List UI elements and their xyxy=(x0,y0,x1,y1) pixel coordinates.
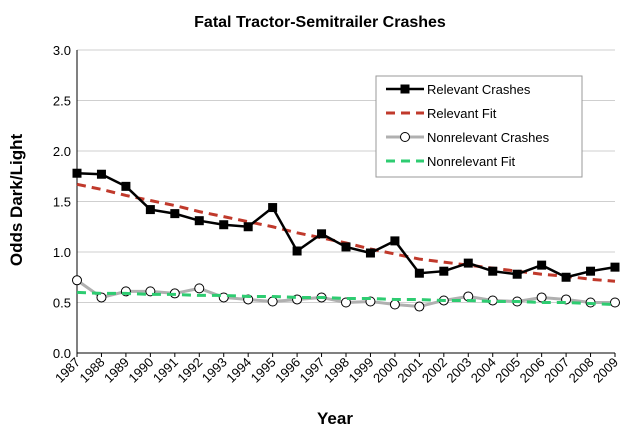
x-tick-label: 1994 xyxy=(223,355,254,386)
x-tick-label: 1997 xyxy=(297,355,328,386)
legend-label-relevant-fit: Relevant Fit xyxy=(427,106,497,121)
y-axis-title: Odds Dark/Light xyxy=(7,134,26,267)
relevant-crashes-line xyxy=(76,171,616,279)
legend: Relevant Crashes Relevant Fit Nonrelevant … xyxy=(375,75,583,178)
nonrelevant-crashes-point xyxy=(536,292,547,303)
x-tick-label: 1993 xyxy=(199,355,230,386)
x-tick-label: 2007 xyxy=(541,355,572,386)
x-axis-title: Year xyxy=(317,409,353,428)
relevant-crashes-point xyxy=(317,229,327,239)
relevant-crashes-point xyxy=(72,168,82,178)
relevant-crashes-point xyxy=(439,266,449,276)
x-tick-label: 2004 xyxy=(468,355,499,386)
y-tick-label: 0.0 xyxy=(53,346,71,361)
x-tick-label: 1995 xyxy=(248,355,279,386)
x-tick-label: 1998 xyxy=(321,355,352,386)
relevant-crashes-point xyxy=(145,205,155,215)
relevant-crashes-point xyxy=(537,260,547,270)
relevant-crashes-point xyxy=(268,203,278,213)
legend-box xyxy=(375,75,583,178)
x-tick-label: 2009 xyxy=(590,355,621,386)
nonrelevant-crashes-point xyxy=(389,299,400,310)
relevant-crashes-point xyxy=(512,269,522,279)
relevant-crashes-point xyxy=(463,258,473,268)
relevant-crashes-point xyxy=(170,209,180,219)
relevant-crashes-point xyxy=(561,272,571,282)
nonrelevant-crashes-point xyxy=(414,301,425,312)
axes xyxy=(76,50,616,357)
nonrelevant-crashes-point xyxy=(341,297,351,308)
x-tick-label: 2008 xyxy=(566,355,597,386)
relevant-crashes-point xyxy=(219,220,229,230)
series-layer xyxy=(72,168,620,312)
x-tick-label: 2006 xyxy=(517,355,548,386)
x-tick-label: 1999 xyxy=(346,355,377,386)
legend-label-nonrelevant-crashes: Nonrelevant Crashes xyxy=(427,130,550,145)
relevant-crashes-point xyxy=(341,242,351,252)
y-tick-label: 3.0 xyxy=(53,43,71,58)
relevant-crashes-point xyxy=(96,169,106,179)
nonrelevant-crashes-point xyxy=(218,292,229,303)
relevant-crashes-point xyxy=(292,246,302,256)
x-tick-label: 2003 xyxy=(443,355,474,386)
legend-marker-nonrelevant-crashes xyxy=(400,132,410,142)
y-tick-label: 1.0 xyxy=(53,245,71,260)
x-tick-label: 1991 xyxy=(150,355,181,386)
y-tick-label: 2.5 xyxy=(53,94,71,109)
relevant-crashes-point xyxy=(243,222,253,232)
x-tick-labels: 1987198819891990199119921993199419951996… xyxy=(52,355,621,386)
x-tick-label: 1989 xyxy=(101,355,132,386)
legend-marker-relevant-crashes xyxy=(400,84,410,94)
x-tick-label: 2005 xyxy=(492,355,523,386)
nonrelevant-crashes-point xyxy=(267,296,278,307)
chart-title: Fatal Tractor-Semitrailer Crashes xyxy=(194,14,446,31)
relevant-crashes-point xyxy=(586,266,596,276)
x-tick-label: 1990 xyxy=(125,355,156,386)
y-tick-labels: 0.0 0.5 1.0 1.5 2.0 2.5 3.0 xyxy=(53,43,71,361)
relevant-crashes-point xyxy=(414,268,424,278)
nonrelevant-crashes-point xyxy=(72,275,82,286)
relevant-crashes-point xyxy=(488,266,498,276)
relevant-crashes-point xyxy=(365,248,375,258)
nonrelevant-crashes-point xyxy=(194,283,205,294)
relevant-crashes-point xyxy=(610,262,620,272)
y-tick-label: 2.0 xyxy=(53,144,71,159)
relevant-crashes-point xyxy=(390,236,400,246)
legend-label-nonrelevant-fit: Nonrelevant Fit xyxy=(427,154,516,169)
y-tick-label: 0.5 xyxy=(53,296,71,311)
x-tick-label: 2000 xyxy=(370,355,401,386)
nonrelevant-crashes-point xyxy=(96,292,107,303)
y-tick-label: 1.5 xyxy=(53,195,71,210)
grid-lines xyxy=(77,49,615,303)
nonrelevant-crashes-point xyxy=(610,297,620,308)
x-tick-label: 1996 xyxy=(272,355,303,386)
legend-label-relevant-crashes: Relevant Crashes xyxy=(427,82,531,97)
x-tick-label: 2002 xyxy=(419,355,450,386)
x-tick-label: 1992 xyxy=(174,355,205,386)
x-tick-label: 1988 xyxy=(77,355,108,386)
x-tick-label: 2001 xyxy=(394,355,425,386)
relevant-crashes-point xyxy=(121,181,131,191)
relevant-crashes-point xyxy=(194,216,204,226)
